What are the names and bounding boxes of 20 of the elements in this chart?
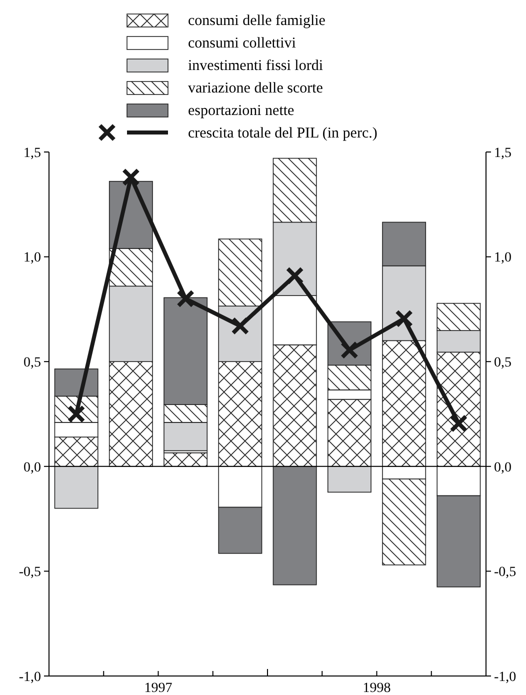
- legend-label: consumi collettivi: [188, 36, 296, 52]
- y2-tick-label: -1,0: [494, 670, 516, 685]
- text: 1998: [362, 681, 391, 695]
- y-tick-label: 1,0: [24, 250, 41, 266]
- legend-label: crescita totale del PIL (in perc.): [188, 126, 378, 142]
- y-tick-label: 0,0: [24, 460, 41, 476]
- y2-tick-label: 1,0: [494, 250, 512, 266]
- text: 1997: [144, 681, 172, 695]
- legend-label: variazione delle scorte: [188, 80, 324, 96]
- legend-label: investimenti fissi lordi: [188, 58, 323, 74]
- legend-label: consumi delle famiglie: [188, 13, 326, 29]
- y-tick-label: -1,0: [18, 670, 41, 685]
- y2-tick-label: 0,5: [494, 356, 512, 370]
- y2-tick-label: -0,5: [494, 565, 516, 580]
- y-tick-label: 1,5: [24, 146, 41, 161]
- y2-tick-label: 1,5: [494, 146, 512, 161]
- y-tick-label: -0,5: [18, 565, 41, 580]
- y2-tick-label: 0,0: [494, 460, 512, 476]
- y-tick-label: 0,5: [24, 356, 41, 370]
- legend-label: esportazioni nette: [188, 103, 295, 119]
